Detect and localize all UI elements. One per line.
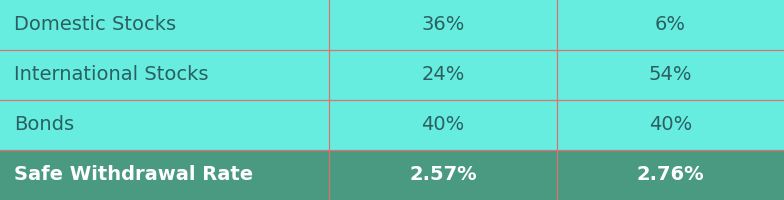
Text: 40%: 40%: [421, 116, 465, 134]
Text: 2.57%: 2.57%: [409, 166, 477, 184]
Bar: [0, 100, 784, 150]
Text: International Stocks: International Stocks: [14, 66, 209, 84]
Text: 2.76%: 2.76%: [637, 166, 704, 184]
Text: 54%: 54%: [648, 66, 692, 84]
Text: Domestic Stocks: Domestic Stocks: [14, 16, 176, 34]
Text: 6%: 6%: [655, 16, 686, 34]
Bar: [0, 0, 784, 50]
Bar: [0, 50, 784, 100]
Text: 24%: 24%: [421, 66, 465, 84]
Text: 40%: 40%: [648, 116, 692, 134]
Text: Safe Withdrawal Rate: Safe Withdrawal Rate: [14, 166, 253, 184]
Text: 36%: 36%: [421, 16, 465, 34]
Bar: [0, 150, 784, 200]
Text: Bonds: Bonds: [14, 116, 74, 134]
